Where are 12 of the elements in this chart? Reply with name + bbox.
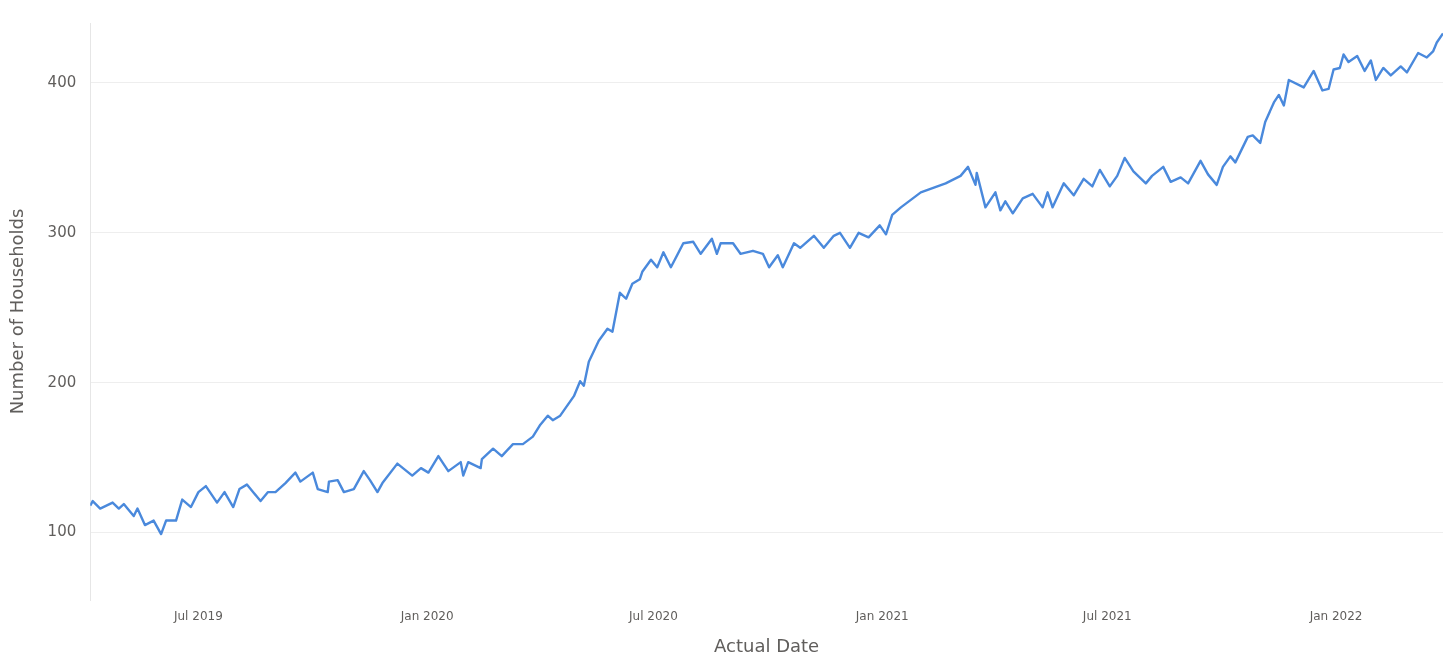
x-tick-label: Jul 2020 xyxy=(628,609,678,624)
y-tick-label: 200 xyxy=(47,372,77,391)
y-axis-title: Number of Households xyxy=(6,208,28,415)
x-tick-label: Jan 2021 xyxy=(854,609,909,624)
y-tick-label: 400 xyxy=(47,72,77,91)
x-axis-title: Actual Date xyxy=(714,634,820,656)
x-tick-label: Jan 2022 xyxy=(1308,609,1363,624)
x-tick-label: Jan 2020 xyxy=(399,609,454,624)
y-tick-label: 300 xyxy=(47,222,77,241)
x-tick-label: Jul 2019 xyxy=(172,609,223,624)
x-tick-label: Jul 2021 xyxy=(1081,609,1132,624)
y-tick-label: 100 xyxy=(47,522,77,541)
